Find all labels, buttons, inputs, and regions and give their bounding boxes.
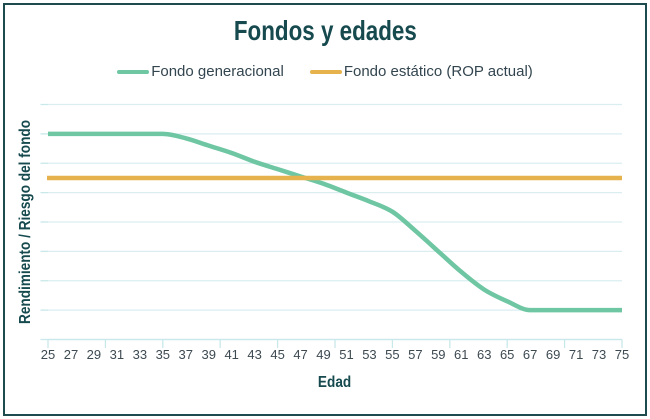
x-tick-label: 47 bbox=[293, 347, 307, 362]
x-tick-label: 37 bbox=[179, 347, 193, 362]
x-axis-title: Edad bbox=[318, 374, 352, 391]
x-tick-label: 27 bbox=[64, 347, 78, 362]
legend-item-fondo-generacional[interactable]: Fondo generacional bbox=[117, 63, 284, 80]
x-tick-label: 59 bbox=[431, 347, 445, 362]
x-tick-label: 67 bbox=[523, 347, 537, 362]
legend-label: Fondo generacional bbox=[151, 63, 284, 80]
x-tick-label: 39 bbox=[201, 347, 215, 362]
x-tick-label: 61 bbox=[454, 347, 468, 362]
x-tick-label: 25 bbox=[41, 347, 55, 362]
x-tick-label: 35 bbox=[156, 347, 170, 362]
chart-legend: Fondo generacional Fondo estático (ROP a… bbox=[0, 63, 650, 80]
legend-line-swatch-orange bbox=[309, 69, 342, 74]
x-tick-label: 41 bbox=[224, 347, 238, 362]
x-tick-label: 45 bbox=[270, 347, 284, 362]
x-tick-label: 29 bbox=[87, 347, 101, 362]
line-fondo-generacional bbox=[48, 131, 622, 313]
x-tick-label: 51 bbox=[339, 347, 353, 362]
x-tick-label: 69 bbox=[546, 347, 560, 362]
legend-label: Fondo estático (ROP actual) bbox=[343, 63, 533, 80]
x-tick-label: 75 bbox=[615, 347, 629, 362]
x-tick-label: 65 bbox=[500, 347, 514, 362]
x-tick-label: 57 bbox=[408, 347, 422, 362]
x-tick-label: 71 bbox=[569, 347, 583, 362]
legend-item-fondo-estatico[interactable]: Fondo estático (ROP actual) bbox=[309, 63, 533, 80]
x-tick-label: 53 bbox=[362, 347, 376, 362]
chart-title-row: Fondos y edades bbox=[0, 15, 650, 47]
chart-title: Fondos y edades bbox=[233, 15, 417, 46]
x-tick-label: 31 bbox=[110, 347, 124, 362]
x-tick-label: 33 bbox=[133, 347, 147, 362]
x-tick-label: 63 bbox=[477, 347, 491, 362]
x-tick-label: 49 bbox=[316, 347, 330, 362]
x-tick-label: 55 bbox=[385, 347, 399, 362]
legend-line-swatch-teal bbox=[117, 69, 150, 74]
x-tick-label: 43 bbox=[247, 347, 261, 362]
x-tick-label: 73 bbox=[592, 347, 606, 362]
